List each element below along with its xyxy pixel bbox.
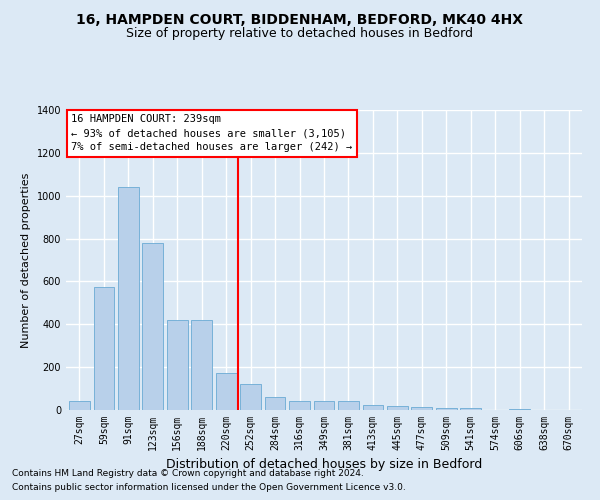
X-axis label: Distribution of detached houses by size in Bedford: Distribution of detached houses by size … [166,458,482,471]
Bar [118,187,139,410]
Bar [265,397,286,410]
Bar [314,402,334,410]
Bar [289,402,310,410]
Bar [387,406,408,410]
Text: Contains HM Land Registry data © Crown copyright and database right 2024.: Contains HM Land Registry data © Crown c… [12,468,364,477]
Bar [509,409,530,410]
Text: 16 HAMPDEN COURT: 239sqm
← 93% of detached houses are smaller (3,105)
7% of semi: 16 HAMPDEN COURT: 239sqm ← 93% of detach… [71,114,352,152]
Bar [142,243,163,410]
Y-axis label: Number of detached properties: Number of detached properties [21,172,31,348]
Text: Contains public sector information licensed under the Open Government Licence v3: Contains public sector information licen… [12,484,406,492]
Bar [69,402,90,410]
Bar [191,320,212,410]
Text: Size of property relative to detached houses in Bedford: Size of property relative to detached ho… [127,28,473,40]
Bar [338,402,359,410]
Bar [167,320,188,410]
Text: 16, HAMPDEN COURT, BIDDENHAM, BEDFORD, MK40 4HX: 16, HAMPDEN COURT, BIDDENHAM, BEDFORD, M… [77,12,523,26]
Bar [216,372,236,410]
Bar [362,404,383,410]
Bar [94,287,114,410]
Bar [460,408,481,410]
Bar [412,407,432,410]
Bar [436,408,457,410]
Bar [240,384,261,410]
